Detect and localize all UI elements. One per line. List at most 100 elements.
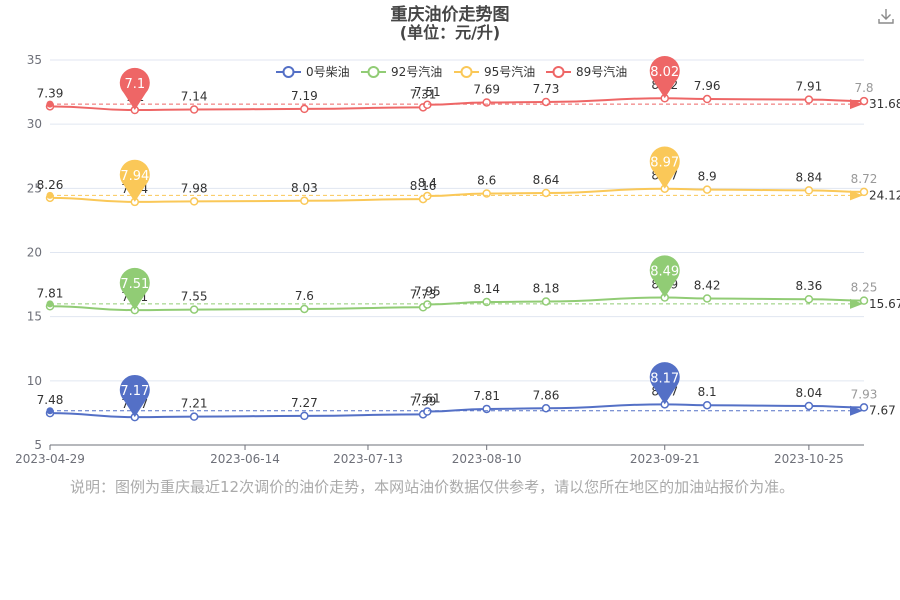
legend[interactable]: 0号柴油 92号汽油 95号汽油 89号汽油 xyxy=(276,64,627,79)
legend-label: 95号汽油 xyxy=(484,64,535,79)
average-arrow xyxy=(850,99,863,110)
max-pin-label: 8.17 xyxy=(650,371,679,386)
y-tick-label: 25 xyxy=(27,181,42,195)
chart-subtitle: (单位：元/升) xyxy=(400,23,500,42)
legend-item[interactable]: 92号汽油 xyxy=(361,64,442,79)
chart-title: 重庆油价走势图 xyxy=(391,4,510,25)
data-point xyxy=(859,96,869,106)
data-label: 8.4 xyxy=(418,176,437,190)
data-point xyxy=(423,100,432,110)
data-point xyxy=(541,404,551,413)
data-label: 7.14 xyxy=(181,90,208,104)
data-label: 7.81 xyxy=(37,286,64,300)
data-point xyxy=(300,104,309,114)
legend-label: 0号柴油 xyxy=(306,65,350,79)
data-label: 7.93 xyxy=(851,387,878,401)
download-icon[interactable] xyxy=(876,6,896,26)
data-label: 7.39 xyxy=(37,86,64,100)
data-label: 8.9 xyxy=(698,170,717,184)
data-point xyxy=(189,197,199,206)
max-pin xyxy=(649,56,680,99)
data-label: 7.61 xyxy=(414,392,441,406)
data-point xyxy=(702,400,712,410)
legend-item[interactable]: 0号柴油 xyxy=(276,65,350,79)
min-pin-label: 7.94 xyxy=(120,169,149,184)
data-label: 8.6 xyxy=(477,173,496,187)
legend-item[interactable]: 89号汽油 xyxy=(546,64,627,79)
data-label: 7.48 xyxy=(37,393,64,407)
data-label: 8.72 xyxy=(851,172,878,186)
data-point xyxy=(300,304,309,314)
x-tick-label: 2023-08-10 xyxy=(452,452,522,466)
max-pin xyxy=(649,362,680,405)
data-point xyxy=(804,401,814,411)
max-pin xyxy=(649,255,680,298)
data-point xyxy=(300,196,309,206)
average-arrow xyxy=(850,298,863,309)
data-label: 8.84 xyxy=(796,170,823,184)
average-start-dot xyxy=(46,407,54,415)
data-point xyxy=(482,404,491,414)
average-lines: 7.67 15.67 24.12 31.68 xyxy=(46,97,900,418)
data-label: 7.55 xyxy=(181,290,208,304)
grid-lines xyxy=(50,59,864,446)
legend-item[interactable]: 95号汽油 xyxy=(454,64,535,79)
data-label: 8.18 xyxy=(533,282,560,296)
axes: 5 10 15 20 25 30 35 2023-04-29 2023-06-14 2023-07… xyxy=(15,53,864,466)
min-pin xyxy=(119,159,150,202)
data-label: 7.6 xyxy=(295,289,314,303)
data-label: 8.25 xyxy=(851,281,878,295)
x-tick-label: 2023-09-21 xyxy=(630,452,700,466)
x-tick-label: 2023-07-13 xyxy=(333,452,403,466)
legend-marker xyxy=(552,66,565,78)
legend-label: 89号汽油 xyxy=(576,64,627,79)
data-label: 8.04 xyxy=(796,386,823,400)
y-tick-label: 20 xyxy=(27,246,42,260)
average-label: 7.67 xyxy=(869,404,896,418)
data-label: 8.14 xyxy=(473,282,500,296)
x-tick-label: 2023-04-29 xyxy=(15,452,85,466)
y-tick-label: 10 xyxy=(27,374,42,388)
average-label: 24.12 xyxy=(869,188,900,202)
data-label: 7.69 xyxy=(473,82,500,96)
data-point xyxy=(804,294,814,304)
average-label: 15.67 xyxy=(869,297,900,311)
series-layer xyxy=(45,93,869,422)
y-tick-label: 15 xyxy=(27,310,42,324)
average-start-dot xyxy=(46,191,54,199)
data-label: 7.73 xyxy=(533,82,560,96)
data-label: 8.64 xyxy=(533,173,560,187)
min-pin-label: 7.51 xyxy=(120,277,149,292)
data-label: 7.51 xyxy=(414,85,441,99)
data-point xyxy=(541,297,551,306)
average-arrow xyxy=(850,405,863,416)
min-pin-label: 7.1 xyxy=(124,77,145,92)
max-pin xyxy=(649,146,680,189)
x-tick-label: 2023-06-14 xyxy=(210,452,280,466)
min-pin xyxy=(119,374,150,418)
data-label: 7.96 xyxy=(694,79,721,93)
data-label: 7.95 xyxy=(414,284,441,298)
data-label: 8.26 xyxy=(37,178,64,192)
data-point xyxy=(482,297,491,307)
min-pin xyxy=(119,267,150,311)
data-label: 7.91 xyxy=(796,80,823,94)
data-label: 7.73 xyxy=(410,287,437,301)
x-tick-label: 2023-10-25 xyxy=(774,452,844,466)
footnote: 说明：图例为重庆最近12次调价的油价走势，本网站油价数据仅供参考，请以您所在地区… xyxy=(70,478,795,496)
data-labels: 7.487.177.217.277.397.617.817.868.178.18… xyxy=(37,78,878,411)
data-label: 7.81 xyxy=(473,389,500,403)
y-tick-label: 5 xyxy=(34,438,42,452)
data-point xyxy=(541,188,551,198)
max-pin-label: 8.97 xyxy=(650,156,679,171)
data-point xyxy=(189,305,199,314)
data-point xyxy=(189,105,199,114)
data-point xyxy=(859,187,869,197)
min-max-pins: 7.17 8.17 7.51 8.49 7.94 8.97 7.1 8.02 xyxy=(119,56,680,418)
data-point xyxy=(804,95,814,104)
data-point xyxy=(482,98,491,107)
average-start-dot xyxy=(46,100,54,108)
data-label: 8.42 xyxy=(694,278,721,292)
data-label: 7.98 xyxy=(181,181,208,195)
